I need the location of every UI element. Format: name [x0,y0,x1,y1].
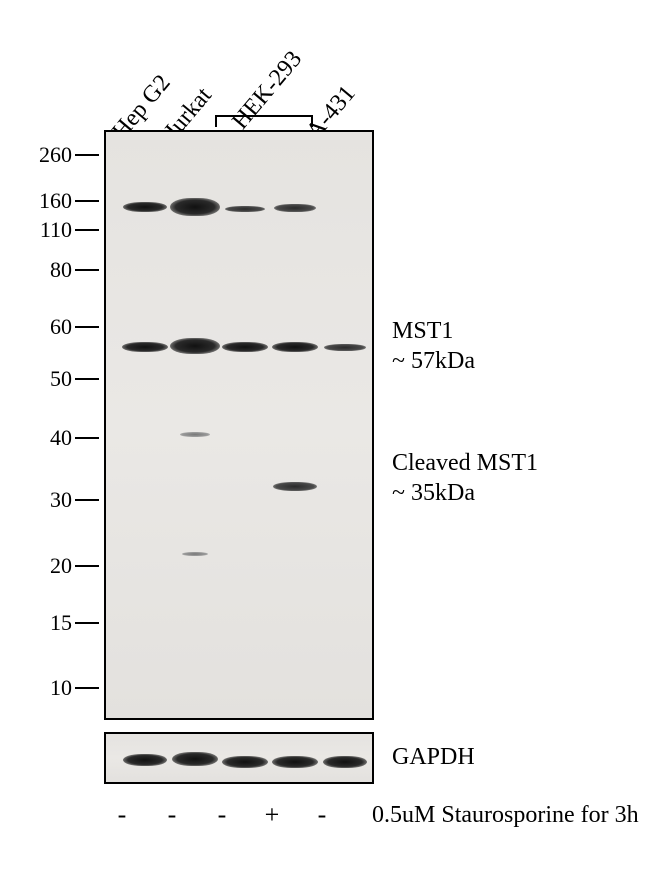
blot-band [272,342,318,352]
mw-tick [75,154,99,156]
mw-tick [75,437,99,439]
treatment-lane-2: - [157,800,187,830]
blot-band [123,202,167,212]
blot-background [106,132,372,718]
hek293-bracket [215,115,313,127]
blot-band [180,432,210,437]
blot-band [122,342,168,352]
treatment-description: 0.5uM Staurosporine for 3h [372,802,639,829]
mw-160: 160 [32,188,72,214]
mw-tick [75,499,99,501]
blot-band [225,206,265,212]
treatment-lane-4: + [257,800,287,830]
blot-band [170,198,220,216]
mw-tick [75,687,99,689]
label-mst1-kda: ~ 57kDa [392,348,475,375]
mw-tick [75,326,99,328]
western-blot-figure: Hep G2 Jurkat HEK-293 A-431 260 160 110 … [0,0,650,892]
gapdh-blot [104,732,374,784]
main-blot [104,130,374,720]
blot-band [274,204,316,212]
blot-band [272,756,318,768]
mw-20: 20 [32,553,72,579]
treatment-lane-3: - [207,800,237,830]
mw-10: 10 [32,675,72,701]
blot-band [222,342,268,352]
blot-band [323,756,367,768]
mw-tick [75,229,99,231]
mw-50: 50 [32,366,72,392]
mw-110: 110 [32,217,72,243]
mw-tick [75,378,99,380]
label-gapdh: GAPDH [392,744,475,771]
label-mst1: MST1 [392,318,453,345]
label-cleaved-mst1: Cleaved MST1 [392,450,538,477]
mw-tick [75,565,99,567]
mw-tick [75,269,99,271]
blot-band [273,482,317,491]
mw-80: 80 [32,257,72,283]
blot-band [222,756,268,768]
blot-band [182,552,208,556]
mw-40: 40 [32,425,72,451]
mw-15: 15 [32,610,72,636]
mw-tick [75,200,99,202]
blot-band [172,752,218,766]
blot-band [324,344,366,351]
mw-30: 30 [32,487,72,513]
treatment-lane-5: - [307,800,337,830]
treatment-lane-1: - [107,800,137,830]
mw-60: 60 [32,314,72,340]
blot-band [123,754,167,766]
label-cleaved-mst1-kda: ~ 35kDa [392,480,475,507]
mw-tick [75,622,99,624]
blot-band [170,338,220,354]
mw-260: 260 [32,142,72,168]
